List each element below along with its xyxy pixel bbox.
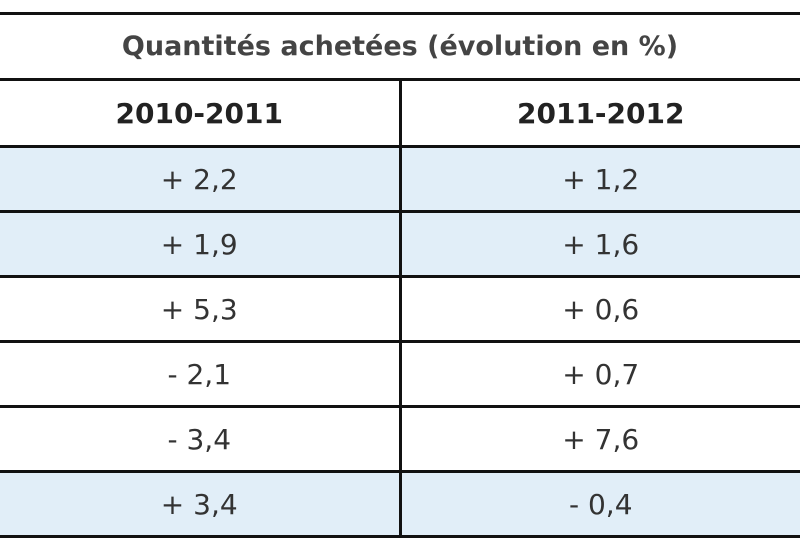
row: + 3,4- 0,4	[0, 470, 800, 538]
cell: + 1,2	[400, 145, 800, 213]
cell: + 1,9	[0, 210, 402, 278]
table-title: Quantités achetées (évolution en %)	[0, 12, 800, 81]
row: + 1,9 + 1,6	[0, 210, 800, 278]
cell: + 0,6	[400, 275, 800, 343]
row: + 5,3 + 0,6	[0, 275, 800, 343]
cell: - 0,4	[400, 470, 800, 538]
row: - 2,1 + 0,7	[0, 340, 800, 408]
cell: + 7,6	[400, 405, 800, 473]
data-table: Quantités achetées (évolution en %) 2010…	[0, 12, 800, 538]
cell: - 2,1	[0, 340, 402, 408]
cell: + 3,4	[0, 470, 402, 538]
header-cell: 2010-2011	[0, 78, 402, 148]
row: + 2,2 + 1,2	[0, 145, 800, 213]
title-row: Quantités achetées (évolution en %)	[0, 12, 800, 81]
cell: + 0,7	[400, 340, 800, 408]
cell: + 5,3	[0, 275, 402, 343]
cell: + 1,6	[400, 210, 800, 278]
cell: - 3,4	[0, 405, 402, 473]
header-row: 2010-2011 2011-2012	[0, 78, 800, 148]
cell: + 2,2	[0, 145, 402, 213]
row: - 3,4 + 7,6	[0, 405, 800, 473]
header-cell: 2011-2012	[400, 78, 800, 148]
